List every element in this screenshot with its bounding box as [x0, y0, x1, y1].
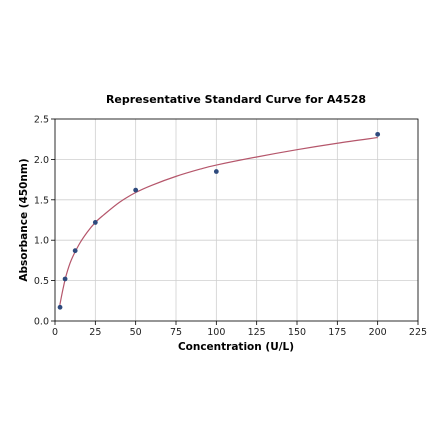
data-point: [133, 187, 139, 193]
x-tick-label: 100: [207, 327, 225, 338]
x-axis-label: Concentration (U/L): [178, 341, 294, 353]
x-tick-label: 25: [89, 327, 101, 338]
x-tick-label: 50: [130, 327, 142, 338]
x-tick-label: 175: [328, 327, 346, 338]
fit-curve-layer: [59, 136, 378, 305]
x-tick-label: 200: [369, 327, 387, 338]
fit-curve-line: [59, 136, 378, 305]
data-point: [92, 220, 98, 225]
y-tick-label: 2.0: [34, 155, 49, 166]
x-tick-label: 225: [409, 327, 427, 338]
x-tick-label: 150: [288, 327, 306, 338]
y-axis: 0.0 0.5 1.0 1.5 2.0 2.5: [34, 115, 55, 328]
y-tick-label: 2.5: [34, 115, 49, 126]
plot-frame: [54, 118, 419, 322]
y-tick-label: 1.0: [34, 236, 49, 247]
y-axis-label: Absorbance (450nm): [18, 158, 30, 281]
x-tick-label: 125: [248, 327, 266, 338]
data-point: [375, 131, 381, 137]
y-tick-label: 1.5: [34, 195, 49, 206]
x-tick-label: 75: [170, 327, 182, 338]
x-axis: 0 25 50 75 100 125 150 175 200 225: [52, 321, 427, 338]
data-point: [72, 248, 78, 254]
data-point: [213, 169, 219, 174]
data-point: [62, 276, 68, 282]
y-tick-label: 0.0: [34, 317, 49, 328]
data-point: [57, 304, 63, 310]
x-tick-label: 0: [52, 327, 58, 338]
y-tick-label: 0.5: [34, 276, 49, 287]
data-points-layer: [57, 131, 381, 310]
chart-title: Representative Standard Curve for A4528: [106, 93, 366, 106]
grid: [54, 118, 419, 322]
